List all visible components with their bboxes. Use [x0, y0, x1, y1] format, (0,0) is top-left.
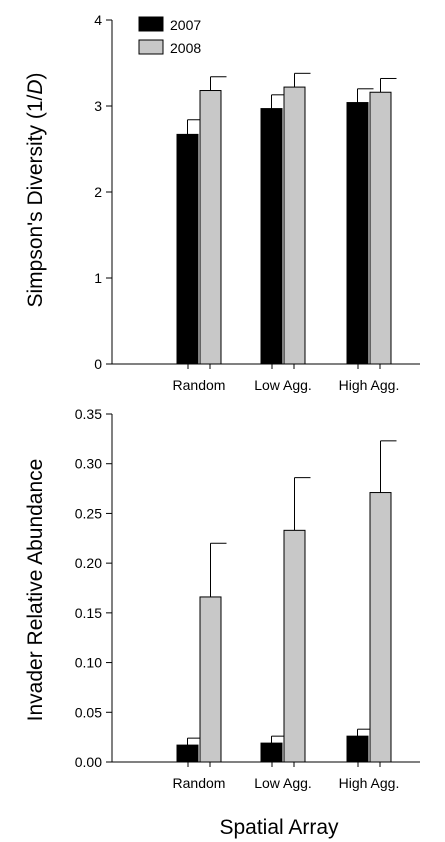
legend-swatch-2007	[138, 16, 164, 32]
category-label: Random	[173, 377, 226, 393]
bar-2008-high-agg-	[369, 91, 392, 365]
invader-ylabel: Invader Relative Abundance	[24, 459, 47, 722]
diversity-ylabel: Simpson's Diversity (1/D)	[24, 72, 47, 307]
bar-2007-high-agg-	[346, 735, 369, 763]
y-tick-label: 0.25	[75, 505, 102, 521]
y-tick-label: 2	[94, 184, 102, 200]
category-label: High Agg.	[339, 377, 400, 393]
bar-2008-random	[199, 596, 222, 763]
bar-2008-low-agg-	[283, 86, 306, 365]
y-tick-label: 0.30	[75, 456, 102, 472]
bar-2007-random	[176, 133, 199, 365]
y-tick-label: 0	[94, 356, 102, 372]
y-tick-label: 0.05	[75, 704, 102, 720]
bar-2007-low-agg-	[260, 742, 283, 763]
y-tick-label: 1	[94, 270, 102, 286]
bar-2008-low-agg-	[283, 529, 306, 763]
y-tick-label: 3	[94, 98, 102, 114]
y-tick-label: 0.35	[75, 406, 102, 422]
y-tick-label: 0.10	[75, 655, 102, 671]
bar-2007-low-agg-	[260, 108, 283, 365]
bar-2008-high-agg-	[369, 492, 392, 763]
category-label: Low Agg.	[254, 377, 312, 393]
category-label: Random	[173, 775, 226, 791]
bar-2007-high-agg-	[346, 102, 369, 365]
invader-panel: Invader Relative Abundance 0.00 0.05 0.10 0…	[24, 406, 420, 791]
y-tick-label: 0.20	[75, 555, 102, 571]
bar-2007-random	[176, 744, 199, 763]
diversity-panel: Simpson's Diversity (1/D) 2007 2008 0 1 2 3…	[24, 12, 420, 393]
legend: 2007 2008	[138, 16, 201, 56]
category-label: High Agg.	[339, 775, 400, 791]
bar-2008-random	[199, 90, 222, 365]
y-tick-label: 0.15	[75, 605, 102, 621]
legend-swatch-2008	[138, 39, 164, 55]
y-tick-label: 0.00	[75, 754, 102, 770]
category-label: Low Agg.	[254, 775, 312, 791]
shared-xlabel: Spatial Array	[219, 816, 339, 839]
y-tick-label: 4	[94, 12, 102, 28]
legend-label-2008: 2008	[170, 40, 201, 56]
legend-label-2007: 2007	[170, 17, 201, 33]
